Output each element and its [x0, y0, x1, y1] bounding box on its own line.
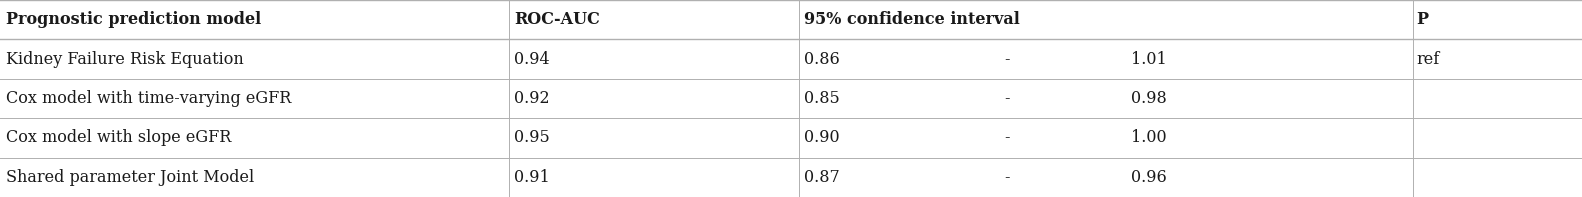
Text: -: -: [1005, 169, 1009, 186]
Text: P: P: [1416, 11, 1429, 28]
Text: 0.94: 0.94: [514, 51, 551, 68]
Text: ref: ref: [1416, 51, 1440, 68]
Text: 1.01: 1.01: [1131, 51, 1168, 68]
Text: Kidney Failure Risk Equation: Kidney Failure Risk Equation: [6, 51, 244, 68]
Text: 0.90: 0.90: [804, 129, 840, 146]
Text: 0.92: 0.92: [514, 90, 551, 107]
Text: 95% confidence interval: 95% confidence interval: [804, 11, 1019, 28]
Text: 0.86: 0.86: [804, 51, 840, 68]
Text: 1.00: 1.00: [1131, 129, 1168, 146]
Text: 0.96: 0.96: [1131, 169, 1168, 186]
Text: 0.91: 0.91: [514, 169, 551, 186]
Text: Cox model with time-varying eGFR: Cox model with time-varying eGFR: [6, 90, 291, 107]
Text: 0.95: 0.95: [514, 129, 551, 146]
Text: Cox model with slope eGFR: Cox model with slope eGFR: [6, 129, 231, 146]
Text: -: -: [1005, 90, 1009, 107]
Text: 0.98: 0.98: [1131, 90, 1168, 107]
Text: -: -: [1005, 129, 1009, 146]
Text: ROC-AUC: ROC-AUC: [514, 11, 600, 28]
Text: Prognostic prediction model: Prognostic prediction model: [6, 11, 261, 28]
Text: 0.85: 0.85: [804, 90, 840, 107]
Text: 0.87: 0.87: [804, 169, 840, 186]
Text: Shared parameter Joint Model: Shared parameter Joint Model: [6, 169, 255, 186]
Text: -: -: [1005, 51, 1009, 68]
